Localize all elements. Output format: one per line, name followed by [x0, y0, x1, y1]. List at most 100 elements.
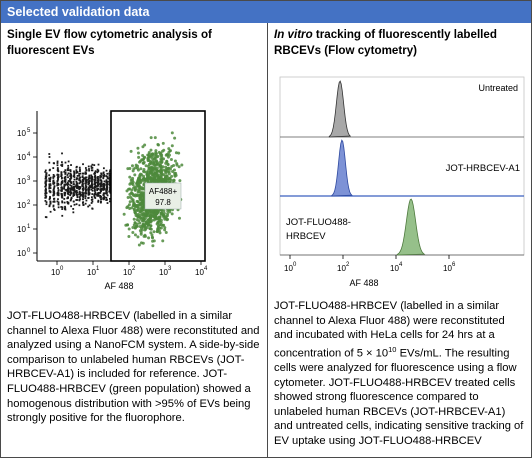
scatter-dot-black	[56, 162, 59, 164]
gate-box	[110, 110, 206, 262]
scatter-dot-black	[67, 176, 69, 179]
scatter-dot-green	[126, 223, 130, 227]
scatter-dot-black	[100, 187, 103, 190]
scatter-dot-black	[70, 187, 73, 189]
scatter-dot-black	[96, 171, 99, 174]
scatter-dot-green	[130, 181, 134, 185]
scatter-dot-black	[93, 164, 96, 167]
scatter-dot-black	[78, 182, 81, 185]
scatter-dot-black	[109, 188, 111, 191]
scatter-dot-black	[67, 197, 69, 199]
scatter-dot-green	[144, 164, 148, 168]
scatter-dot-green	[151, 153, 155, 157]
scatter-dot-black	[69, 184, 72, 187]
scatter-dot-green	[154, 149, 158, 153]
scatter-dot-black	[103, 180, 106, 183]
scatter-dot-black	[106, 176, 109, 178]
scatter-dot-black	[49, 197, 51, 200]
scatter-dot-black	[84, 195, 87, 197]
scatter-dot-black	[93, 185, 96, 188]
scatter-dot-black	[64, 161, 67, 164]
scatter-dot-green	[148, 177, 152, 181]
scatter-dot-black	[57, 194, 60, 197]
scatter-dot-green	[174, 171, 178, 175]
scatter-dot-black	[57, 198, 59, 201]
scatter-dot-black	[88, 169, 90, 172]
scatter-dot-black	[73, 185, 76, 188]
scatter-dot-black	[70, 182, 73, 185]
scatter-dot-green	[159, 164, 163, 168]
scatter-dot-green	[146, 175, 150, 179]
scatter-dot-black	[49, 176, 52, 179]
scatter-dot-black	[57, 170, 60, 173]
scatter-dot-black	[67, 172, 70, 175]
scatter-dot-black	[53, 175, 56, 178]
scatter-dot-black	[60, 183, 63, 186]
scatter-dot-black	[66, 168, 69, 171]
scatter-dot-black	[79, 186, 81, 189]
scatter-dot-green	[155, 171, 159, 175]
scatter-dot-black	[93, 176, 96, 178]
scatter-dot-black	[45, 201, 48, 204]
scatter-dot-green	[148, 227, 152, 231]
scatter-dot-green	[139, 226, 143, 230]
scatter-dot-black	[106, 187, 109, 190]
scatter-dot-black	[60, 206, 63, 208]
scatter-dot-black	[73, 203, 76, 206]
scatter-dot-black	[90, 174, 93, 177]
scatter-dot-black	[105, 191, 108, 194]
scatter-dot-black	[87, 197, 90, 199]
scatter-dot-green	[152, 160, 156, 164]
scatter-dot-black	[69, 199, 72, 202]
scatter-dot-black	[79, 172, 82, 175]
scatter-dot-green	[137, 189, 141, 193]
scatter-dot-black	[85, 192, 88, 195]
scatter-dot-green	[146, 158, 150, 162]
scatter-dot-green	[143, 214, 147, 218]
scatter-dot-green	[133, 226, 137, 230]
scatter-dot-black	[48, 169, 51, 172]
scatter-dot-green	[138, 229, 142, 233]
scatter-dot-black	[70, 198, 72, 201]
scatter-dot-black	[93, 188, 96, 191]
scatter-dot-green	[149, 224, 153, 228]
histogram-x-ticks: 10 0 10 2 10 4 10 6	[284, 255, 456, 273]
left-column: Single EV flow cytometric analysis of fl…	[1, 23, 268, 457]
scatter-dot-green	[150, 235, 154, 239]
scatter-dot-green	[122, 212, 126, 216]
scatter-dot-green	[153, 180, 157, 184]
scatter-dot-black	[56, 180, 59, 183]
scatter-dot-black	[73, 178, 76, 181]
scatter-dot-black	[97, 163, 100, 166]
scatter-dot-black	[72, 181, 75, 183]
right-description-exp: 10	[388, 344, 397, 354]
scatter-x-tick-label: 10	[87, 268, 96, 277]
scatter-dot-green	[166, 217, 170, 221]
scatter-dot-green	[159, 223, 163, 227]
scatter-dot-green	[158, 231, 162, 235]
scatter-dot-black	[88, 174, 91, 177]
scatter-dot-black	[91, 166, 94, 169]
scatter-dot-black	[63, 194, 66, 197]
scatter-dot-black	[66, 184, 69, 187]
scatter-dot-black	[78, 199, 81, 202]
scatter-dot-black	[63, 184, 66, 187]
scatter-dot-green	[136, 146, 140, 150]
scatter-dot-black	[56, 174, 59, 176]
scatter-dot-black	[91, 175, 94, 178]
right-column: In vitro tracking of fluorescently label…	[268, 23, 531, 457]
scatter-dot-black	[82, 186, 85, 189]
scatter-dot-black	[61, 187, 64, 190]
label-fluo-line1: JOT-FLUO488-	[286, 217, 351, 228]
scatter-dot-black	[67, 160, 70, 163]
histogram-x-tick-exp: 4	[399, 262, 403, 268]
histogram-x-axis-label: AF 488	[349, 278, 378, 287]
scatter-dot-green	[177, 216, 181, 220]
scatter-dot-black	[61, 161, 63, 164]
scatter-dot-black	[87, 190, 90, 193]
scatter-dot-black	[52, 198, 55, 200]
scatter-dot-black	[81, 193, 84, 196]
scatter-dot-black	[106, 180, 109, 183]
scatter-dot-black	[44, 189, 47, 192]
